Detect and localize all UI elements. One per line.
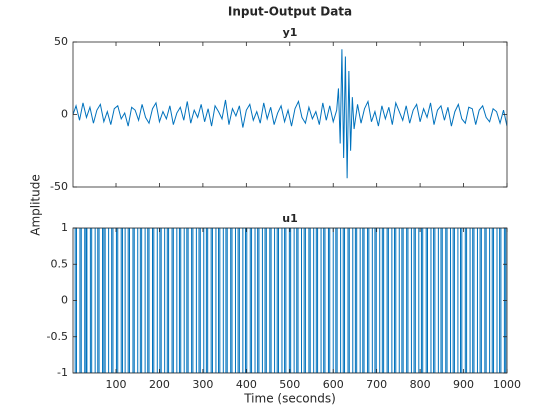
y-tick-label: 0.5 xyxy=(51,257,69,270)
x-tick-label: 700 xyxy=(366,378,387,391)
x-tick-label: 800 xyxy=(410,378,431,391)
y-tick-label: -0.5 xyxy=(47,330,68,343)
x-tick-label: 200 xyxy=(149,378,170,391)
data-line xyxy=(73,49,507,179)
x-tick-label: 500 xyxy=(279,378,300,391)
y-tick-label: -50 xyxy=(50,180,68,193)
x-tick-label: 400 xyxy=(236,378,257,391)
plot-area xyxy=(73,49,507,179)
plot-area xyxy=(73,228,507,373)
y-tick-label: 50 xyxy=(54,35,68,48)
y-tick-label: 0 xyxy=(61,294,68,307)
y-tick-label: -1 xyxy=(57,366,68,379)
x-tick-label: 600 xyxy=(323,378,344,391)
y-tick-label: 0 xyxy=(61,108,68,121)
figure-title: Input-Output Data xyxy=(228,5,352,19)
x-tick-label: 1000 xyxy=(493,378,521,391)
x-tick-label: 300 xyxy=(192,378,213,391)
axes-title: y1 xyxy=(283,26,298,39)
x-tick-label: 100 xyxy=(106,378,127,391)
y-axis-label: Amplitude xyxy=(29,174,43,236)
axes-title: u1 xyxy=(282,212,298,225)
y-tick-label: 1 xyxy=(61,221,68,234)
x-axis-label: Time (seconds) xyxy=(243,392,336,406)
x-tick-label: 900 xyxy=(453,378,474,391)
